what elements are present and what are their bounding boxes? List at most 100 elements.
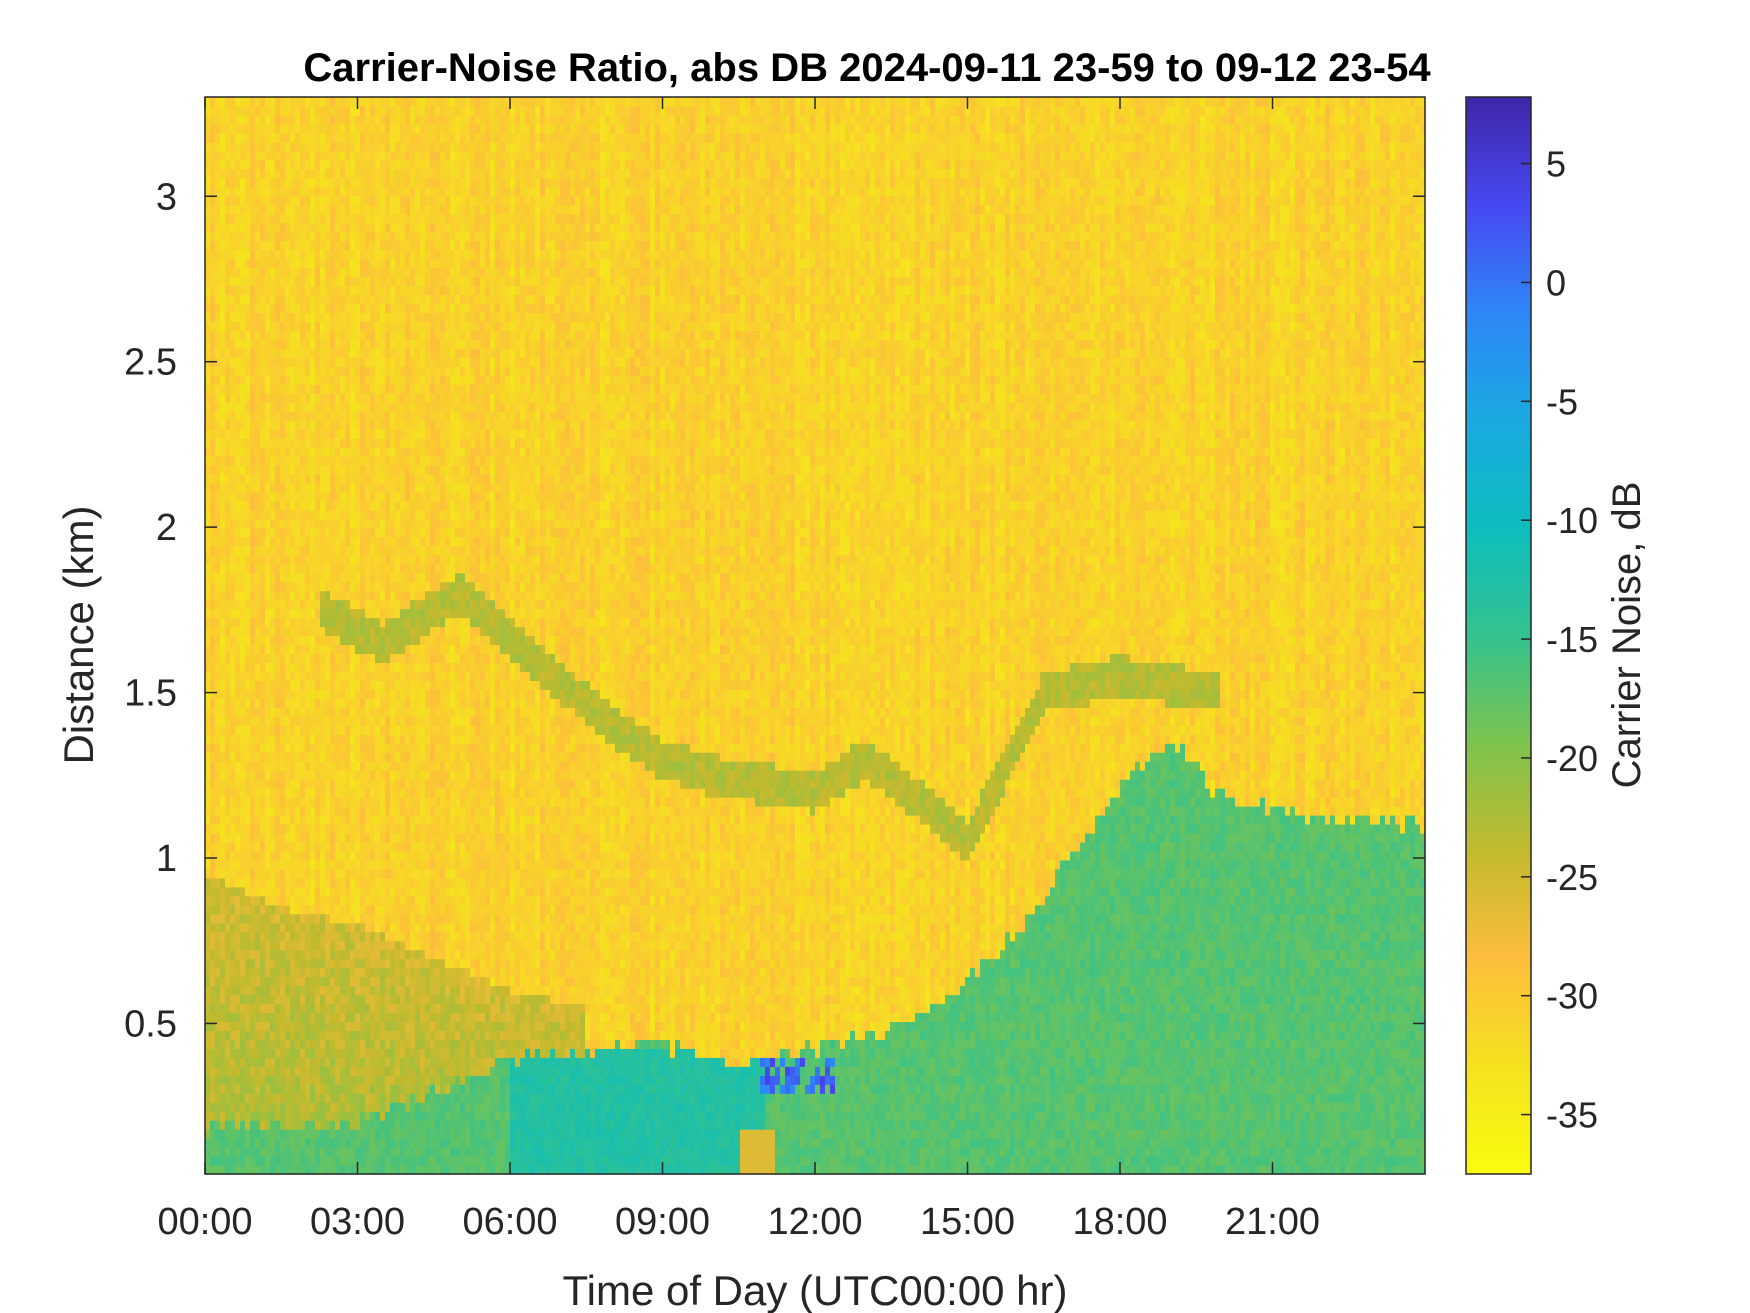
heatmap-cell [230,940,236,951]
heatmap-cell [260,895,266,906]
heatmap-cell [360,913,366,924]
heatmap-cell [240,850,246,861]
heatmap-cell [310,97,316,107]
heatmap-cell [225,1057,231,1067]
heatmap-cell [215,285,221,296]
heatmap-cell [395,402,401,412]
heatmap-cell [330,823,336,834]
heatmap-cell [255,599,261,610]
heatmap-cell [405,913,411,924]
heatmap-cell [300,357,306,367]
heatmap-cell [225,518,231,529]
heatmap-cell [205,895,211,906]
heatmap-cell [210,150,216,161]
heatmap-cell [300,635,306,646]
heatmap-cell [355,141,361,152]
heatmap-cell [240,689,246,699]
heatmap-cell [380,698,386,708]
heatmap-cell [315,420,321,430]
heatmap-cell [395,716,401,726]
heatmap-cell [295,402,301,412]
heatmap-cell [205,132,211,143]
heatmap-cell [375,518,381,529]
heatmap-cell [380,258,386,269]
heatmap-cell [330,680,336,690]
heatmap-cell [345,1147,351,1157]
heatmap-cell [395,159,401,170]
heatmap-cell [365,500,371,511]
heatmap-cell [360,456,366,466]
heatmap-cell [295,357,301,367]
heatmap-cell [360,545,366,556]
heatmap-cell [230,123,236,134]
heatmap-cell [295,186,301,197]
heatmap-cell [305,267,311,278]
heatmap-cell [395,285,401,296]
heatmap-cell [225,1147,231,1157]
heatmap-cell [295,473,301,484]
heatmap-cell [265,1066,271,1076]
heatmap-cell [205,1075,211,1085]
heatmap-cell [375,1111,381,1121]
heatmap-cell [365,716,371,726]
heatmap-cell [205,716,211,726]
heatmap-cell [210,411,216,421]
heatmap-cell [310,1093,316,1103]
heatmap-cell [250,1075,256,1085]
heatmap-cell [340,447,346,457]
heatmap-cell [395,213,401,224]
heatmap-cell [315,572,321,583]
heatmap-cell [410,725,416,735]
heatmap-cell [215,1030,221,1040]
heatmap-cell [285,725,291,735]
heatmap-cell [405,931,411,942]
heatmap-cell [340,97,346,107]
heatmap-cell [205,402,211,412]
heatmap-cell [235,527,241,538]
heatmap-cell [230,563,236,574]
heatmap-cell [230,752,236,762]
heatmap-cell [405,806,411,816]
heatmap-cell [270,159,276,170]
heatmap-cell [235,850,241,861]
heatmap-cell [210,509,216,520]
heatmap-cell [335,581,341,592]
heatmap-cell [295,985,301,996]
heatmap-cell [365,321,371,331]
heatmap-cell [375,734,381,744]
heatmap-cell [355,240,361,251]
heatmap-cell [335,114,341,125]
heatmap-cell [340,482,346,493]
heatmap-cell [235,240,241,251]
heatmap-cell [395,240,401,251]
heatmap-cell [290,761,296,771]
heatmap-cell [290,1066,296,1076]
heatmap-cell [220,734,226,744]
heatmap-cell [400,967,406,978]
heatmap-cell [365,1102,371,1112]
heatmap-cell [340,509,346,520]
heatmap-cell [365,707,371,717]
heatmap-cell [255,563,261,574]
heatmap-cell [400,1030,406,1040]
heatmap-cell [205,411,211,421]
heatmap-cell [380,1057,386,1067]
heatmap-cell [260,303,266,313]
heatmap-cell [305,806,311,816]
heatmap-cell [320,1102,326,1112]
heatmap-cell [280,518,286,529]
heatmap-cell [315,384,321,394]
heatmap-cell [210,931,216,942]
heatmap-cell [310,886,316,897]
heatmap-cell [205,420,211,430]
heatmap-cell [250,1129,256,1139]
heatmap-cell [350,788,356,798]
heatmap-cell [285,662,291,672]
heatmap-cell [335,150,341,161]
heatmap-cell [300,240,306,251]
heatmap-cell [250,554,256,565]
heatmap-cell [215,213,221,224]
heatmap-cell [360,788,366,798]
heatmap-cell [390,698,396,708]
heatmap-cell [395,797,401,807]
